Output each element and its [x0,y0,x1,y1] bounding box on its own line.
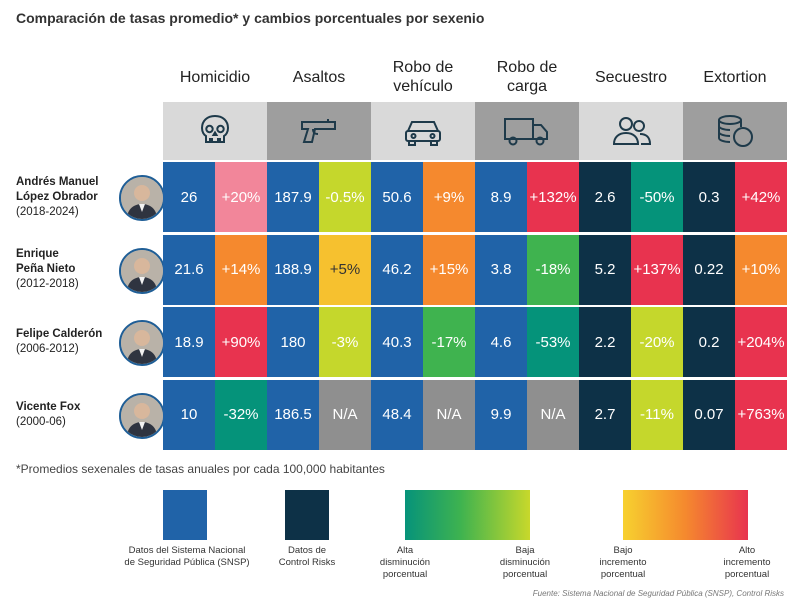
president-label: Vicente Fox (2000-06) [16,380,166,450]
chart-title: Comparación de tasas promedio* y cambios… [16,10,485,26]
rate-cell: 46.2 [371,234,423,305]
rate-cell: 9.9 [475,379,527,450]
truck-icon [475,102,579,160]
rate-cell: 186.5 [267,379,319,450]
rate-cell: 2.6 [579,162,631,232]
change-cell: -3% [319,307,371,377]
gun-icon [267,102,371,160]
source-note: Fuente: Sistema Nacional de Seguridad Pú… [532,589,784,598]
skull-icon [163,102,267,160]
rate-cell: 8.9 [475,162,527,232]
president-name: Felipe Calderón (2006-2012) [16,328,103,355]
change-cell: +137% [631,234,683,305]
rate-cell: 18.9 [163,307,215,377]
president-name: Enrique Peña Nieto (2012-2018) [16,248,79,290]
rate-cell: 48.4 [371,379,423,450]
president-photo [119,247,165,294]
change-cell: N/A [527,379,579,450]
rate-cell: 0.3 [683,162,735,232]
president-label: Andrés Manuel López Obrador (2018-2024) [16,162,166,232]
change-cell: -32% [215,379,267,450]
legend-label-high-decrease: Alta disminución porcentual [379,545,431,580]
change-cell: -18% [527,234,579,305]
change-cell: N/A [319,379,371,450]
rate-cell: 0.2 [683,307,735,377]
legend-label-snsp: Datos del Sistema Nacional de Seguridad P… [124,545,250,568]
president-name: Andrés Manuel López Obrador (2018-2024) [16,175,99,218]
change-cell: +5% [319,234,371,305]
legend-label-high-increase: Alto incremento porcentual [723,545,771,580]
president-label: Felipe Calderón (2006-2012) [16,307,166,377]
change-cell: -50% [631,162,683,232]
rate-cell: 5.2 [579,234,631,305]
rate-cell: 40.3 [371,307,423,377]
change-cell: +42% [735,162,787,232]
legend-label-low-decrease: Baja disminución porcentual [499,545,551,580]
president-photo [119,320,165,366]
rate-cell: 0.22 [683,234,735,305]
change-cell: -0.5% [319,162,371,232]
change-cell: -11% [631,379,683,450]
coins-icon [683,102,787,160]
rate-cell: 188.9 [267,234,319,305]
change-cell: N/A [423,379,475,450]
column-header: Homicidio [179,68,251,86]
rate-cell: 187.9 [267,162,319,232]
president-label: Enrique Peña Nieto (2012-2018) [16,235,166,305]
column-header: Robo de vehículo [392,59,454,95]
rate-cell: 10 [163,379,215,450]
rate-cell: 3.8 [475,234,527,305]
rate-cell: 26 [163,162,215,232]
column-header: Robo de carga [496,59,558,95]
rate-cell: 21.6 [163,234,215,305]
change-cell: +15% [423,234,475,305]
legend-gradient-increase [623,490,748,540]
change-cell: +90% [215,307,267,377]
change-cell: +132% [527,162,579,232]
change-cell: +9% [423,162,475,232]
column-header: Secuestro [594,68,668,86]
change-cell: +20% [215,162,267,232]
president-name: Vicente Fox (2000-06) [16,400,81,428]
legend-swatch-control-risks [285,490,329,540]
change-cell: -53% [527,307,579,377]
president-photo [119,392,165,439]
car-icon [371,102,475,160]
change-cell: +204% [735,307,787,377]
footnote: *Promedios sexenales de tasas anuales po… [16,462,385,476]
change-cell: +10% [735,234,787,305]
rate-cell: 50.6 [371,162,423,232]
legend-gradient-decrease [405,490,530,540]
legend-label-control-risks: Datos de Control Risks [278,545,336,568]
change-cell: -20% [631,307,683,377]
change-cell: -17% [423,307,475,377]
change-cell: +763% [735,379,787,450]
legend-swatch-snsp [163,490,207,540]
rate-cell: 0.07 [683,379,735,450]
rate-cell: 4.6 [475,307,527,377]
change-cell: +14% [215,234,267,305]
legend-label-low-increase: Bajo incremento porcentual [599,545,647,580]
column-header: Asaltos [292,68,346,86]
rate-cell: 180 [267,307,319,377]
rate-cell: 2.7 [579,379,631,450]
rate-cell: 2.2 [579,307,631,377]
president-photo [119,175,165,221]
column-header: Extortion [703,68,767,86]
people-icon [579,102,683,160]
